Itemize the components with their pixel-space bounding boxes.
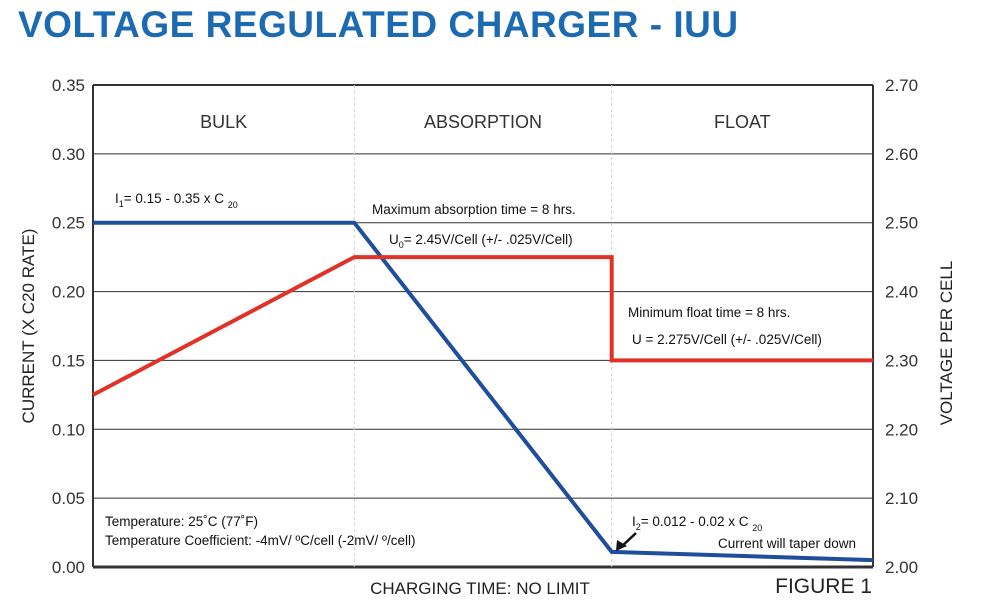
x-axis-label: CHARGING TIME: NO LIMIT xyxy=(370,579,590,598)
y-right-tick-label: 2.70 xyxy=(885,76,918,95)
y-left-tick-label: 0.00 xyxy=(52,558,85,577)
annotation-i1: I1= 0.15 - 0.35 x C 20 xyxy=(115,191,238,210)
y-left-tick-label: 0.30 xyxy=(52,145,85,164)
region-label: ABSORPTION xyxy=(424,112,542,132)
region-label: BULK xyxy=(200,112,247,132)
y-right-tick-label: 2.60 xyxy=(885,145,918,164)
annotation-taper: Current will taper down xyxy=(718,536,856,551)
series-lines xyxy=(92,220,874,563)
y-left-tick-label: 0.25 xyxy=(52,214,85,233)
annotation-i2: I2= 0.012 - 0.02 x C 20 xyxy=(632,514,762,533)
region-labels: BULK ABSORPTION FLOAT xyxy=(200,112,771,132)
y-right-tick-label: 2.30 xyxy=(885,351,918,370)
y-left-tick-label: 0.10 xyxy=(52,420,85,439)
annotation-u-float: U = 2.275V/Cell (+/- .025V/Cell) xyxy=(632,332,822,347)
y-right-tick-label: 2.10 xyxy=(885,489,918,508)
figure-label: FIGURE 1 xyxy=(775,575,872,598)
annotation-min-float: Minimum float time = 8 hrs. xyxy=(628,305,790,320)
y-right-tick-label: 2.00 xyxy=(885,558,918,577)
voltage-series-line xyxy=(92,255,873,397)
y-left-tick-label: 0.35 xyxy=(52,76,85,95)
region-label: FLOAT xyxy=(714,112,771,132)
y-left-tick-label: 0.05 xyxy=(52,489,85,508)
annotation-temperature: Temperature: 25˚C (77˚F) xyxy=(105,514,258,529)
annotation-u0: U0= 2.45V/Cell (+/- .025V/Cell) xyxy=(389,232,573,250)
axis-ticks: 0.00 0.05 0.10 0.15 0.20 0.25 0.30 0.35 2.00 2.10… xyxy=(52,76,918,577)
arrow-icon xyxy=(616,532,637,551)
annotation-max-absorption: Maximum absorption time = 8 hrs. xyxy=(372,202,576,217)
y-right-tick-label: 2.40 xyxy=(885,283,918,302)
y-axis-right-label: VOLTAGE PER CELL xyxy=(937,261,956,426)
chart-title: VOLTAGE REGULATED CHARGER - IUU xyxy=(18,4,739,45)
current-series-line xyxy=(93,220,874,563)
y-right-tick-label: 2.50 xyxy=(885,214,918,233)
y-left-tick-label: 0.20 xyxy=(52,283,85,302)
y-axis-left-label: CURRENT (X C20 RATE) xyxy=(19,229,38,424)
annotation-temp-coefficient: Temperature Coefficient: -4mV/ ºC/cell (… xyxy=(105,533,415,548)
grid xyxy=(92,84,874,569)
y-right-tick-label: 2.20 xyxy=(885,420,918,439)
y-left-tick-label: 0.15 xyxy=(52,351,85,370)
